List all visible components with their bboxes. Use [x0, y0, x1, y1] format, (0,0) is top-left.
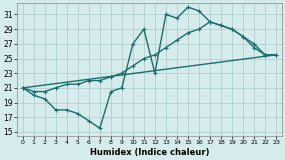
X-axis label: Humidex (Indice chaleur): Humidex (Indice chaleur): [90, 148, 209, 156]
